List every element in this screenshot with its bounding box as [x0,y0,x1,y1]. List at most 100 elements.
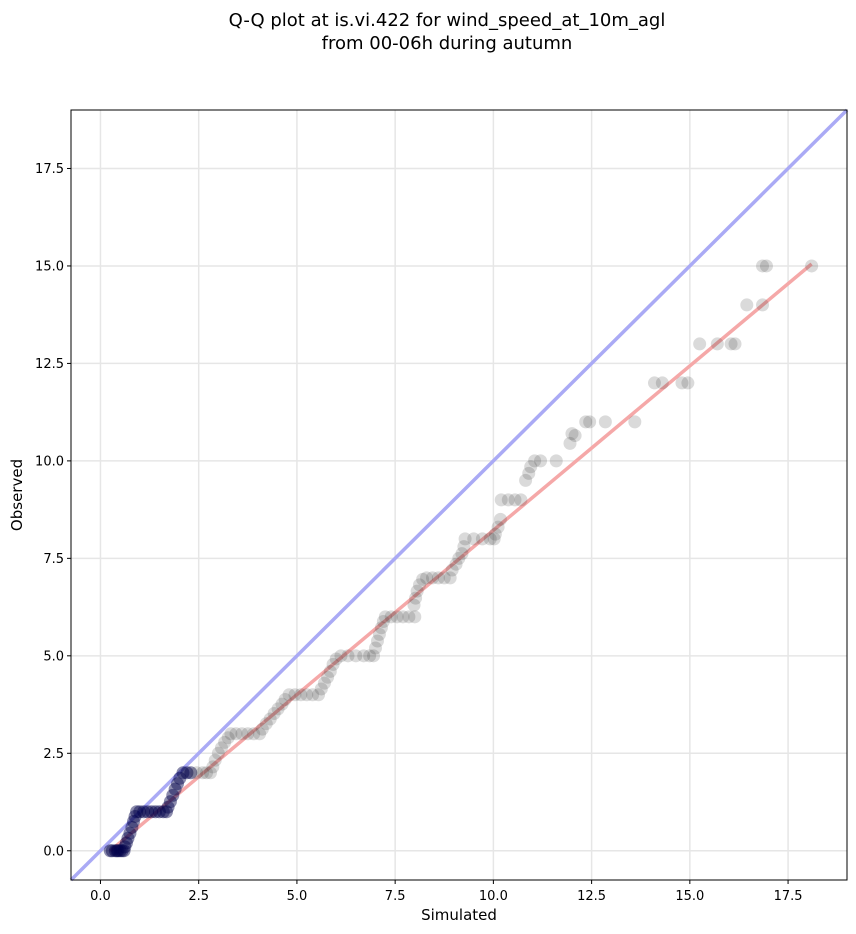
data-point [370,634,384,648]
data-point [118,840,132,854]
data-point [235,727,249,741]
data-point [117,844,131,858]
data-point [522,466,536,480]
x-tick-label: 0.0 [90,889,111,904]
data-point [108,844,122,858]
chart-title-line-1: Q-Q plot at is.vi.422 for wind_speed_at_… [229,10,666,31]
data-point [681,376,695,390]
data-point [173,771,187,785]
data-point [416,572,430,586]
data-point [475,532,489,546]
data-point [111,844,125,858]
data-point [211,746,225,760]
data-point [168,782,182,796]
data-point [271,702,285,716]
y-tick-label: 17.5 [35,162,64,177]
x-tick-label: 15.0 [675,889,704,904]
data-point [203,766,217,780]
data-point [115,844,129,858]
data-point [128,809,142,823]
data-point [655,376,669,390]
data-point [133,805,147,819]
data-point [152,805,166,819]
fit-line-layer [109,262,813,853]
data-point [524,460,538,474]
y-tick-label: 15.0 [35,259,64,274]
reference-line-layer [69,108,849,882]
data-point [159,805,173,819]
y-tick-label: 10.0 [35,454,64,469]
data-point [710,337,724,351]
data-point [549,454,563,468]
data-point [176,766,190,780]
y-tick-label: 5.0 [43,649,64,664]
data-point [528,454,542,468]
data-point [130,805,144,819]
data-point [487,532,501,546]
data-point [184,766,198,780]
data-point [229,727,243,741]
data-point [534,454,548,468]
data-point [724,337,738,351]
data-point [166,788,180,802]
data-point [407,598,421,612]
data-point [119,836,133,850]
data-point [196,766,210,780]
y-tick-label: 7.5 [43,552,64,567]
data-point [161,800,175,814]
data-point [314,682,328,696]
data-point [275,697,289,711]
data-point [376,615,390,629]
data-point [628,415,642,429]
data-point [145,805,159,819]
data-point [805,259,819,273]
data-point [170,777,184,791]
data-point [218,735,232,749]
data-point [312,688,326,702]
data-point [488,527,502,541]
data-point [148,805,162,819]
data-point [206,760,220,774]
grid-lines [71,110,847,880]
data-point [317,676,331,690]
data-point [409,591,423,605]
data-point [579,415,593,429]
data-point [491,520,505,534]
data-point [141,805,155,819]
data-point [306,688,320,702]
data-point [598,415,612,429]
data-point [267,707,281,721]
data-point [105,844,119,858]
data-point [410,584,424,598]
data-points [103,259,819,858]
data-point [208,753,222,767]
data-point [443,571,457,585]
data-point [759,259,773,273]
data-point [445,563,459,577]
x-tick-label: 5.0 [287,889,308,904]
data-point [113,844,127,858]
data-point [126,815,140,829]
data-point [190,766,204,780]
data-point [514,493,528,507]
x-tick-label: 17.5 [774,889,803,904]
data-point [334,649,348,663]
x-tick-label: 10.0 [479,889,508,904]
data-point [647,376,661,390]
data-point [494,493,508,507]
data-point [341,649,355,663]
data-point [200,766,214,780]
data-point [508,493,522,507]
x-axis-label: Simulated [421,906,497,924]
data-point [363,649,377,663]
data-point [452,551,466,565]
data-point [467,532,481,546]
data-point [263,712,277,726]
chart-title-line-2: from 00-06h during autumn [322,33,573,54]
data-point [457,540,471,554]
data-point [163,795,177,809]
x-tick-label: 12.5 [577,889,606,904]
reference-line [69,108,849,882]
data-point [321,670,335,684]
